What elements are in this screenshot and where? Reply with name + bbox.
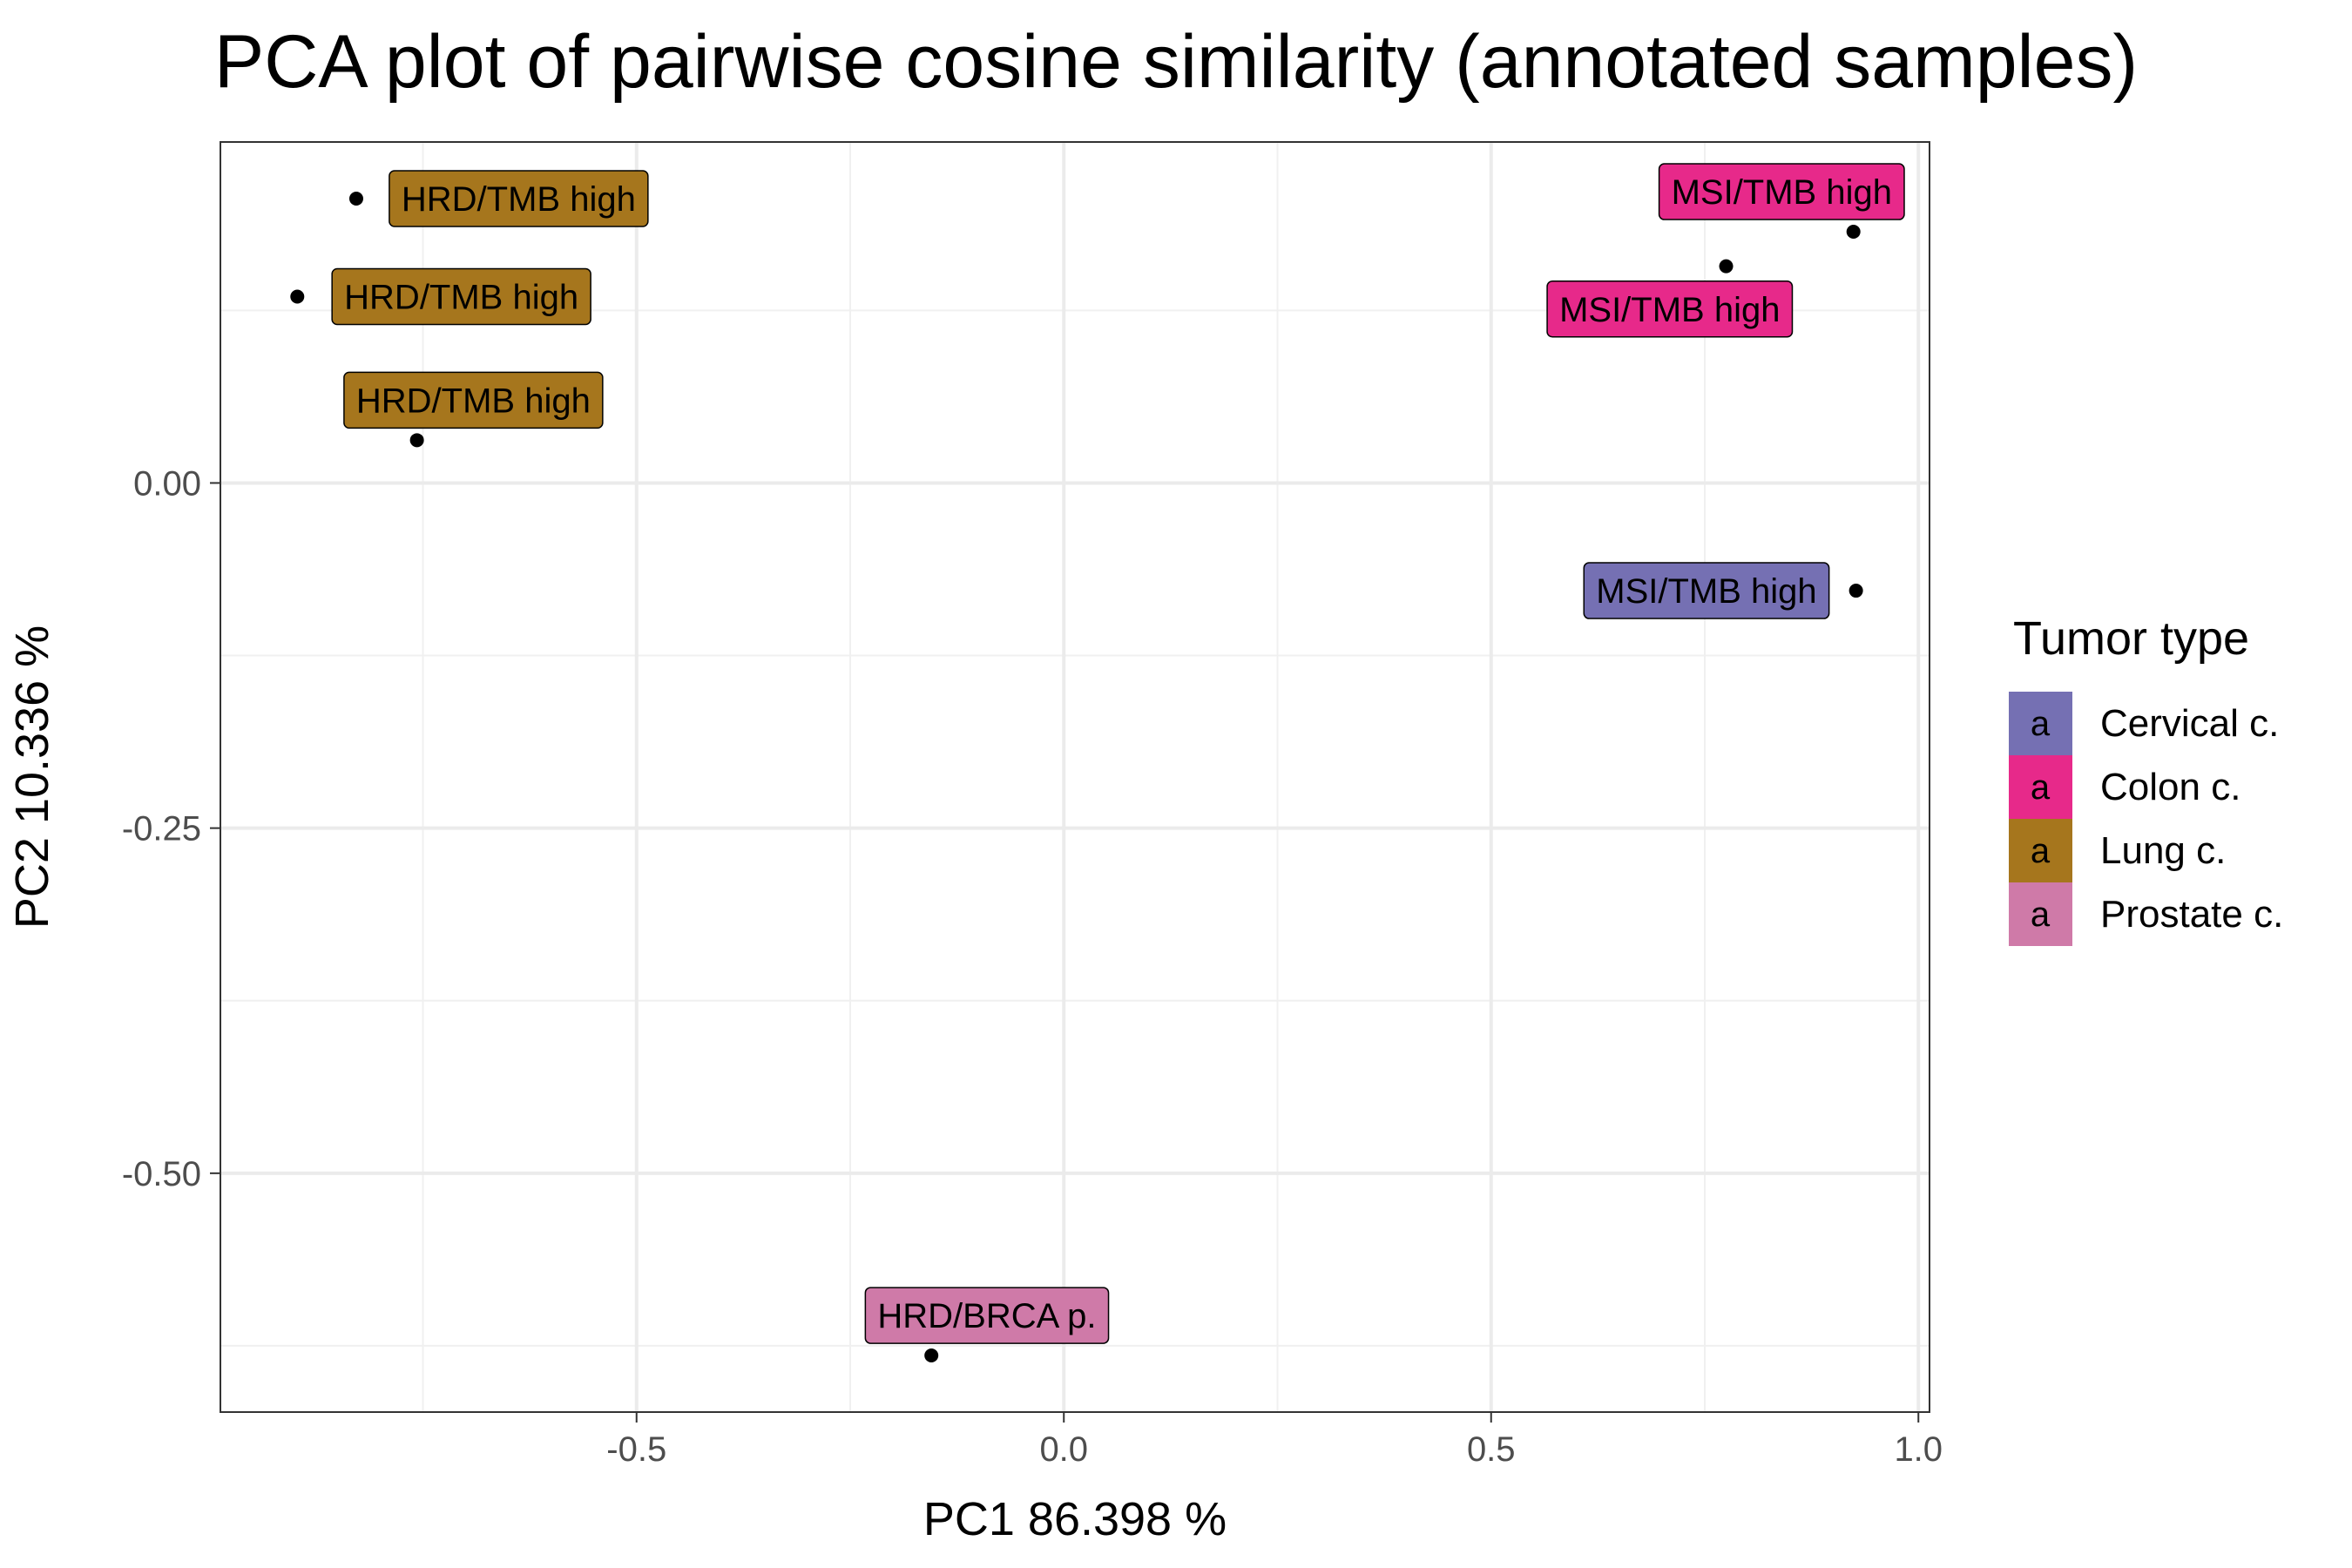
y-tick-label: -0.25 [122, 810, 201, 848]
legend-key-glyph: a [2031, 896, 2051, 934]
chart-title: PCA plot of pairwise cosine similarity (… [214, 20, 2138, 104]
data-point [1719, 259, 1734, 274]
point-label-text: HRD/TMB high [356, 382, 591, 420]
x-axis-label: PC1 86.398 % [923, 1493, 1227, 1545]
y-axis-label: PC2 10.336 % [6, 625, 58, 929]
legend-key-glyph: a [2031, 768, 2051, 807]
point-label-text: HRD/TMB high [344, 278, 578, 316]
point-label-box [331, 267, 591, 326]
legend-entry: a Prostate c. [2009, 882, 2283, 946]
legend-key-glyph: a [2031, 832, 2051, 870]
legend-entry: a Colon c. [2009, 755, 2240, 819]
point-label: MSI/TMB high [1546, 280, 1794, 338]
data-point [290, 289, 305, 304]
x-axis: -0.5 0.0 0.5 1.0 [606, 1412, 1943, 1469]
y-axis: 0.00 -0.25 -0.50 [122, 464, 220, 1193]
data-point [409, 433, 424, 448]
point-label: MSI/TMB high [1658, 163, 1905, 220]
x-tick-label: -0.5 [606, 1430, 666, 1469]
grid-major [220, 142, 1930, 1412]
point-label-box [343, 371, 604, 429]
legend-title: Tumor type [2013, 612, 2249, 665]
data-point [1846, 225, 1861, 240]
point-label-box [1546, 280, 1794, 338]
panel-background [220, 142, 1930, 1412]
x-tick-label: 1.0 [1894, 1430, 1943, 1469]
legend-label: Colon c. [2100, 766, 2240, 808]
point-label: HRD/BRCA p. [864, 1287, 1110, 1344]
legend-swatch [2009, 692, 2072, 755]
legend-swatch [2009, 882, 2072, 946]
legend-entry: a Lung c. [2009, 819, 2226, 882]
legend-swatch [2009, 819, 2072, 882]
data-point [1848, 584, 1863, 598]
legend: Tumor type a Cervical c. a Colon c. a Lung c.… [2009, 612, 2283, 946]
point-label: HRD/TMB high [389, 170, 649, 227]
legend-label: Prostate c. [2100, 893, 2283, 936]
point-label-box [1658, 163, 1905, 220]
point-label-box [389, 170, 649, 227]
labels-layer: HRD/TMB high HRD/TMB high HRD/TMB high MSI/… [331, 163, 1905, 1344]
point-label-text: MSI/TMB high [1672, 173, 1892, 212]
point-label-text: MSI/TMB high [1559, 291, 1780, 329]
legend-entry: a Cervical c. [2009, 692, 2279, 755]
point-label-box [1583, 562, 1830, 619]
point-label: HRD/TMB high [331, 267, 591, 326]
plot-panel: HRD/TMB high HRD/TMB high HRD/TMB high MSI/… [220, 141, 1930, 1413]
point-label-text: MSI/TMB high [1596, 572, 1816, 611]
point-label-text: HRD/BRCA p. [877, 1297, 1096, 1335]
panel-border [220, 141, 1930, 1413]
points-layer [290, 191, 1863, 1363]
y-tick-label: -0.50 [122, 1155, 201, 1193]
data-point [348, 191, 363, 206]
y-tick-label: 0.00 [133, 464, 201, 503]
legend-key-glyph: a [2031, 705, 2051, 743]
point-label: MSI/TMB high [1583, 562, 1830, 619]
point-label-box [864, 1287, 1110, 1344]
point-label-text: HRD/TMB high [402, 180, 636, 219]
point-label: HRD/TMB high [343, 371, 604, 429]
data-point [924, 1348, 939, 1363]
legend-swatch [2009, 755, 2072, 819]
legend-label: Lung c. [2100, 829, 2226, 872]
legend-label: Cervical c. [2100, 702, 2279, 745]
x-tick-label: 0.5 [1467, 1430, 1516, 1469]
legend-entries: a Cervical c. a Colon c. a Lung c. a Prostate c… [2009, 692, 2283, 946]
x-tick-label: 0.0 [1039, 1430, 1088, 1469]
